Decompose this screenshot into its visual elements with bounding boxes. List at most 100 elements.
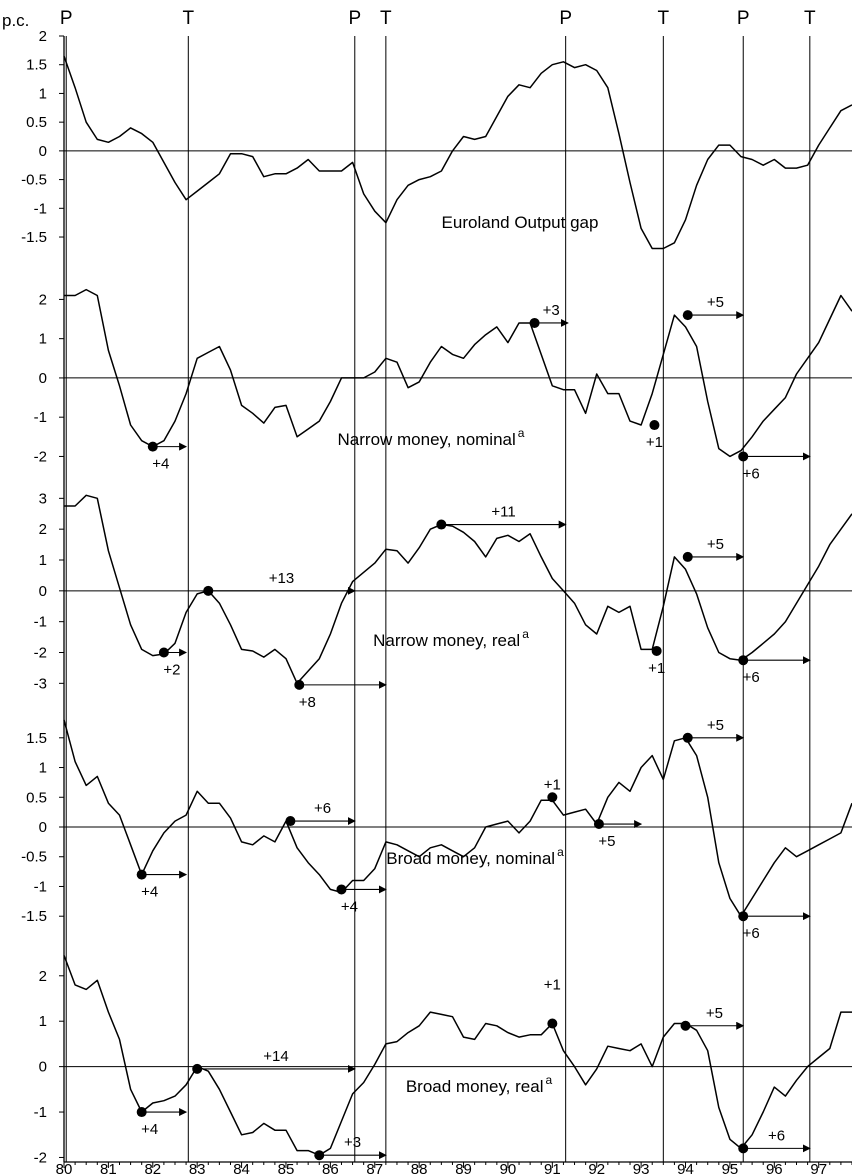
panel-title-superscript: a (522, 627, 529, 641)
lead-label: +6 (768, 1127, 785, 1144)
panel-title-superscript: a (518, 426, 525, 440)
y-tick-label: 0.5 (26, 114, 47, 131)
x-tick-label: 94 (677, 1161, 694, 1176)
y-tick-label: 1 (39, 552, 47, 569)
y-unit-label: p.c. (2, 11, 29, 30)
panel-title-text: Narrow money, nominal (338, 430, 516, 449)
y-tick-label: -1.5 (21, 229, 47, 246)
turning-point-marker (682, 732, 693, 743)
lead-label: +3 (344, 1134, 361, 1151)
y-tick-label: -0.5 (21, 172, 47, 189)
y-tick-label: -2 (34, 448, 47, 465)
x-axis: 80 81 82 83 84 85 86 87 88 89 90 91 92 93 94 95 96 97 (56, 1161, 852, 1176)
y-tick-label: 1 (39, 85, 47, 102)
lead-label: +4 (141, 1121, 158, 1138)
turning-point-marker (649, 420, 660, 431)
lead-label: +5 (707, 717, 724, 734)
y-tick-label: 1 (39, 331, 47, 348)
panel-title: Broad money, nominal a (386, 845, 564, 868)
y-tick-label: 1 (39, 1013, 47, 1030)
turning-point-marker (547, 792, 558, 803)
panel-title-text: Narrow money, real (373, 631, 520, 650)
x-tick-label: 80 (56, 1161, 73, 1176)
x-tick-label: 91 (544, 1161, 561, 1176)
turning-point-marker (136, 1107, 147, 1118)
turning-point-marker (682, 310, 693, 321)
x-tick-label: 84 (233, 1161, 250, 1176)
lead-label: +6 (743, 669, 760, 686)
y-tick-label: -1 (34, 1104, 47, 1121)
x-tick-label: 82 (144, 1161, 161, 1176)
panel-1: 2 1.5 1 0.5 0 -0.5 -1 -1.5 Euroland Output gap (21, 28, 852, 250)
panel-title: Broad money, real a (406, 1073, 553, 1096)
panel-2: 2 1 0 -1 -2 +4 +3 +1 +5 +6 Narrow money, nominal a (34, 288, 852, 482)
turning-point-label: P (348, 8, 361, 29)
x-tick-label: 85 (278, 1161, 295, 1176)
lead-label: +14 (263, 1048, 288, 1065)
turning-point-marker (147, 441, 158, 452)
turning-point-marker (203, 585, 214, 596)
y-tick-label: 0 (39, 370, 47, 387)
lead-label: +2 (163, 662, 180, 679)
y-tick-label: -2 (34, 645, 47, 662)
x-tick-label: 93 (633, 1161, 650, 1176)
y-tick-label: 0 (39, 583, 47, 600)
y-tick-label: 2 (39, 968, 47, 985)
turning-point-label: T (658, 8, 670, 29)
series-line (63, 55, 852, 250)
y-tick-label: -1.5 (21, 908, 47, 925)
y-tick-label: -1 (34, 614, 47, 631)
turning-point-marker (738, 911, 749, 922)
turning-point-marker (136, 869, 147, 880)
y-tick-label: -0.5 (21, 849, 47, 866)
lead-label: +13 (269, 570, 294, 587)
x-tick-group (63, 1162, 852, 1168)
series-line (63, 719, 852, 917)
turning-point-label: T (804, 8, 816, 29)
y-tick-label: 2 (39, 521, 47, 538)
lead-label: +1 (648, 660, 665, 677)
y-tick-label: 0.5 (26, 789, 47, 806)
turning-point-marker (738, 1143, 749, 1154)
lead-label: +6 (743, 465, 760, 482)
panel-title: Euroland Output gap (442, 213, 599, 232)
turning-point-marker (294, 679, 305, 690)
turning-point-label: T (380, 8, 392, 29)
x-tick-label: 87 (366, 1161, 383, 1176)
lead-label: +6 (314, 800, 331, 817)
panel-title-superscript: a (557, 845, 564, 859)
panel-title-superscript: a (545, 1073, 552, 1087)
series-line (64, 494, 852, 685)
panel-title: Narrow money, real a (373, 627, 529, 650)
panel-4: 1.5 1 0.5 0 -0.5 -1 -1.5 +4 +6 +4 +1 +5 +5 +6 Broad mo… (21, 717, 852, 942)
y-tick-label: 0 (39, 1059, 47, 1076)
y-tick-label: 0 (39, 143, 47, 160)
panel-3: 3 2 1 0 -1 -2 -3 +2 +13 +8 +11 +1 +5 +6 Narrow money, … (34, 490, 852, 711)
turning-point-marker (651, 645, 662, 656)
turning-point-marker (593, 819, 604, 830)
y-tick-label: 1 (39, 760, 47, 777)
turning-point-marker (738, 451, 749, 462)
x-tick-label: 81 (100, 1161, 117, 1176)
x-tick-label: 86 (322, 1161, 339, 1176)
panel-title-text: Broad money, nominal (386, 849, 555, 868)
lead-label: +11 (491, 504, 515, 521)
y-tick-label: 2 (39, 291, 47, 308)
panel-5: 2 1 0 -1 -2 +4 +14 +3 +1 +5 +6 Broad money, real a (34, 955, 852, 1166)
y-tick-label: 2 (39, 28, 47, 45)
y-tick-label: 3 (39, 490, 47, 507)
lead-label: +6 (743, 925, 760, 942)
x-tick-label: 83 (189, 1161, 206, 1176)
series-line (64, 288, 852, 458)
turning-point-marker (436, 519, 447, 530)
lead-label: +5 (706, 1005, 723, 1022)
y-tick-label: -1 (34, 409, 47, 426)
panel-title: Narrow money, nominal a (338, 426, 525, 449)
frame-layer: p.c. (2, 11, 852, 1163)
turning-point-marker (529, 317, 540, 328)
lead-label: +4 (152, 456, 169, 473)
panels-layer: 2 1.5 1 0.5 0 -0.5 -1 -1.5 Euroland Output gap 2 1… (21, 28, 852, 1166)
lead-label: +3 (543, 302, 560, 319)
